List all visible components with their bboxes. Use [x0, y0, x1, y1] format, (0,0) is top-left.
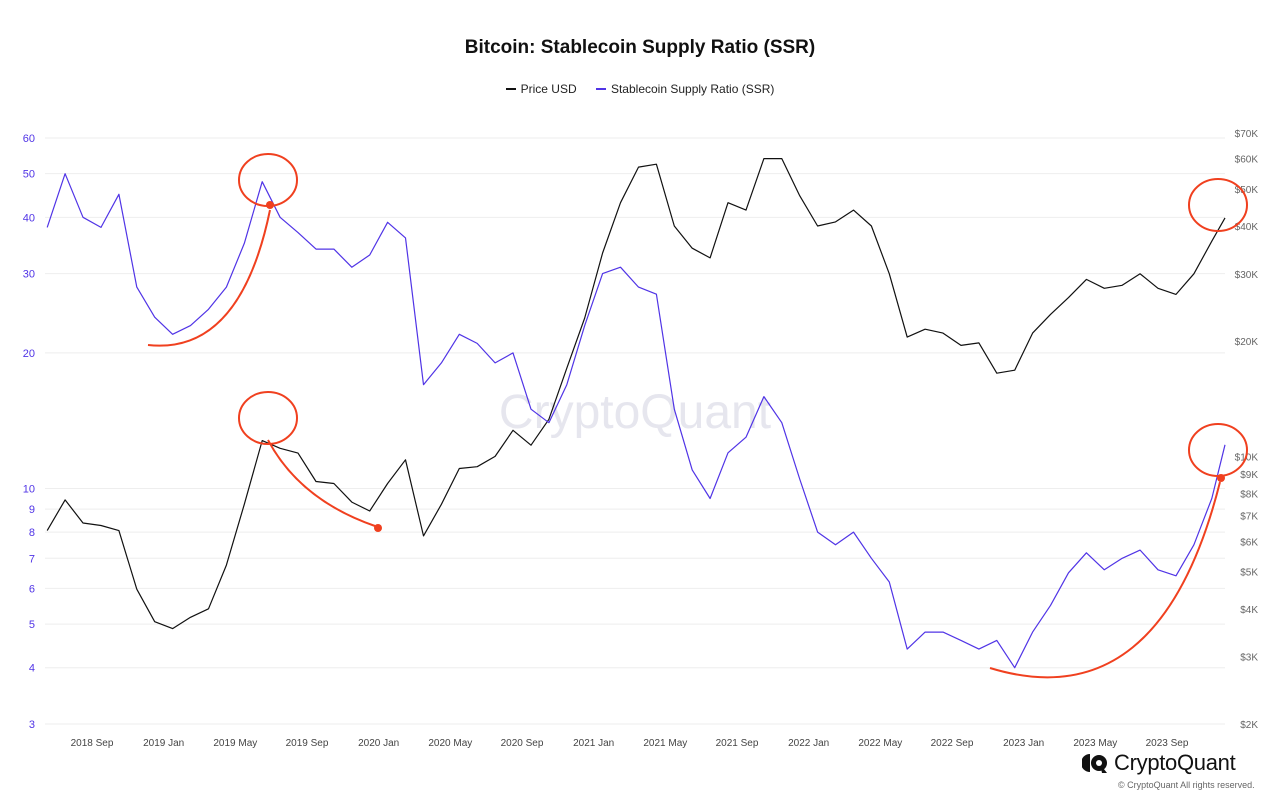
y-right-tick-label: $9K — [1240, 470, 1258, 481]
x-tick-label: 2019 Jan — [143, 738, 184, 749]
arrow-head-icon — [266, 201, 274, 209]
x-tick-label: 2020 Sep — [501, 738, 544, 749]
brand-name: CryptoQuant — [1114, 750, 1236, 775]
x-tick-label: 2023 Jan — [1003, 738, 1044, 749]
y-left-tick-label: 9 — [29, 504, 35, 516]
legend-swatch-ssr — [595, 88, 606, 90]
y-right-tick-label: $8K — [1240, 490, 1258, 501]
y-left-tick-label: 20 — [23, 348, 35, 360]
legend-swatch-price — [505, 88, 516, 90]
x-tick-label: 2023 May — [1073, 738, 1117, 749]
arrow-head-icon — [1217, 474, 1225, 482]
x-tick-label: 2019 May — [213, 738, 257, 749]
y-right-tick-label: $5K — [1240, 568, 1258, 579]
y-right-tick-label: $40K — [1235, 222, 1259, 233]
chart-title: Bitcoin: Stablecoin Supply Ratio (SSR) — [464, 37, 816, 58]
watermark: CryptoQuant — [499, 386, 771, 439]
y-left-tick-label: 7 — [29, 553, 35, 565]
y-right-tick-label: $50K — [1235, 185, 1259, 196]
x-tick-label: 2020 Jan — [358, 738, 399, 749]
x-tick-label: 2023 Sep — [1146, 738, 1189, 749]
annotation-circle — [238, 153, 298, 207]
arrow-head-icon — [374, 524, 382, 532]
copyright: © CryptoQuant All rights reserved. — [1118, 780, 1255, 790]
y-right-tick-label: $60K — [1235, 155, 1259, 166]
y-right-tick-label: $6K — [1240, 537, 1258, 548]
legend-label-ssr: Stablecoin Supply Ratio (SSR) — [610, 82, 775, 96]
y-left-tick-label: 50 — [23, 169, 35, 181]
y-left-tick-label: 40 — [23, 212, 35, 224]
legend-item-ssr[interactable]: Stablecoin Supply Ratio (SSR) — [595, 82, 775, 96]
x-tick-label: 2019 Sep — [286, 738, 329, 749]
annotation-arrow — [267, 439, 376, 527]
y-left-tick-label: 10 — [23, 483, 35, 495]
x-tick-label: 2022 Sep — [931, 738, 974, 749]
annotations — [147, 153, 1248, 679]
y-right-tick-label: $2K — [1240, 720, 1258, 731]
y-left-tick-label: 3 — [29, 719, 35, 731]
annotation-arrow — [989, 481, 1221, 679]
y-right-tick-label: $3K — [1240, 653, 1258, 664]
y-right-tick-label: $30K — [1235, 270, 1259, 281]
y-left-tick-label: 4 — [29, 663, 35, 675]
ssr-line — [46, 173, 1226, 669]
annotation-arrow — [147, 209, 271, 347]
annotation-circle — [1188, 423, 1248, 477]
y-left-tick-label: 60 — [23, 133, 35, 145]
y-right-tick-label: $4K — [1240, 605, 1258, 616]
y-right-tick-label: $70K — [1235, 129, 1259, 140]
annotation-circle — [1188, 178, 1248, 232]
legend-item-price[interactable]: Price USD — [505, 82, 577, 96]
x-tick-label: 2022 Jan — [788, 738, 829, 749]
price-usd-line — [46, 158, 1226, 630]
y-left-tick-label: 6 — [29, 583, 35, 595]
y-right-tick-label: $7K — [1240, 512, 1258, 523]
y-left-tick-label: 5 — [29, 619, 35, 631]
x-tick-label: 2018 Sep — [71, 738, 114, 749]
x-tick-label: 2020 May — [428, 738, 472, 749]
cryptoquant-logo-icon — [1082, 754, 1107, 773]
legend-label-price: Price USD — [520, 82, 577, 96]
legend: Price USD Stablecoin Supply Ratio (SSR) — [0, 79, 1280, 96]
y-right-tick-label: $20K — [1235, 337, 1259, 348]
x-tick-label: 2021 May — [643, 738, 687, 749]
brand-logo: CryptoQuant — [1082, 750, 1236, 776]
x-tick-label: 2021 Sep — [716, 738, 759, 749]
x-tick-label: 2022 May — [858, 738, 902, 749]
y-left-tick-label: 30 — [23, 269, 35, 281]
x-tick-label: 2021 Jan — [573, 738, 614, 749]
y-left-tick-label: 8 — [29, 527, 35, 539]
annotation-circle — [238, 391, 298, 445]
